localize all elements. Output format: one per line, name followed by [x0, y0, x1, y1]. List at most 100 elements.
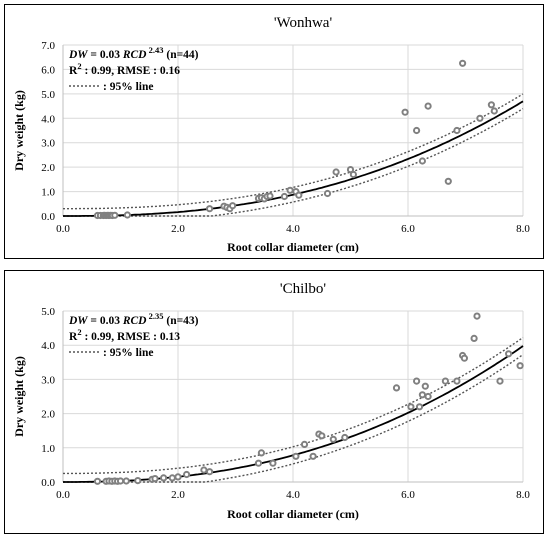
chart-0-ytick-label: 4.0	[41, 113, 55, 125]
chart-1-data-point	[516, 362, 524, 370]
chart-0-data-point	[346, 166, 355, 174]
chart-0-data-point	[286, 186, 294, 194]
chart-1-ytick-label: 5.0	[41, 306, 55, 318]
chart-1-data-point	[183, 470, 191, 479]
chart-wonhwa: 'Wonhwa' 0.0 2.0 4.0 6.0 8.0 0.0 1.0 2.0 3.0 4.0 5.…	[12, 15, 530, 254]
chart-0-data-point	[490, 107, 498, 115]
chart-0-ytick-label: 7.0	[41, 40, 55, 52]
chart-1-data-point	[257, 449, 265, 457]
chart-1-data-point	[318, 432, 326, 440]
chart-0-data-point	[453, 126, 461, 135]
chart-1-data-point	[418, 391, 426, 399]
chart-1-data-point	[309, 452, 317, 460]
chart-0-eq-rcd: RCD	[122, 49, 147, 61]
chart-1-legend-equation: DW = 0.03 RCD 2.35 (n=43)	[68, 311, 199, 327]
chart-1-xtick-label: 0.0	[56, 489, 70, 501]
chart-0-r2-label: R	[69, 65, 78, 77]
chart-panel-wonhwa: 'Wonhwa' 0.0 2.0 4.0 6.0 8.0 0.0 1.0 2.0 3.0 4.0 5.…	[4, 4, 544, 259]
chart-1-eq-exp: 2.35	[147, 311, 164, 321]
chart-0-data-point	[413, 126, 421, 135]
chart-1-y-label: Dry weight (kg)	[12, 356, 26, 437]
chart-1-r2-rest: : 0.99, RMSE : 0.13	[82, 331, 181, 343]
chart-1-ytick-label: 2.0	[41, 409, 55, 421]
chart-0-data-point	[295, 191, 303, 199]
chart-1-eq-rcd: RCD	[122, 315, 147, 327]
chart-chilbo: 'Chilbo' 0.0 2.0 4.0 6.0 8.0 0.0 1.0 2.0 3.0 4.0 5.…	[12, 281, 530, 521]
chart-0-data-point	[401, 108, 409, 116]
chart-0-x-label: Root collar diameter (cm)	[227, 240, 359, 254]
chart-0-ytick-label: 2.0	[41, 162, 55, 174]
chart-1-data-point	[424, 392, 432, 401]
chart-1-eq-dw: DW	[68, 315, 88, 327]
chart-1-xtick-label: 2.0	[171, 489, 185, 501]
chart-0-legend-equation: DW = 0.03 RCD 2.43 (n=44)	[68, 45, 199, 61]
chart-1-legend-band-label: : 95% line	[103, 347, 153, 359]
chart-0-eq-mid: = 0.03	[88, 49, 123, 61]
chart-1-ytick-label: 3.0	[41, 374, 55, 386]
chart-0-ytick-label: 5.0	[41, 89, 55, 101]
chart-1-data-point	[292, 452, 300, 460]
chart-0-legend-r2: R2 : 0.99, RMSE : 0.16	[69, 61, 180, 77]
chart-0-data-point	[111, 211, 119, 219]
chart-1-ytick-label: 1.0	[41, 443, 55, 455]
chart-1-upper-95-line	[63, 336, 524, 475]
chart-0-eq-exp: 2.43	[147, 45, 164, 55]
chart-1-data-point	[93, 477, 102, 485]
chart-1-ytick-label: 0.0	[41, 477, 55, 489]
chart-0-ytick-label: 0.0	[41, 211, 55, 223]
chart-1-data-point	[392, 384, 401, 392]
chart-0-data-point	[206, 205, 214, 213]
chart-1-xtick-label: 4.0	[286, 489, 300, 501]
chart-1-data-point	[168, 474, 176, 482]
chart-1-data-point	[116, 477, 125, 485]
chart-1-title: 'Chilbo'	[280, 281, 327, 297]
chart-0-data-point	[424, 102, 432, 110]
chart-0-data-point	[444, 177, 452, 185]
chart-1-ytick-label: 4.0	[41, 340, 55, 352]
chart-1-xtick-label: 6.0	[401, 489, 415, 501]
chart-0-upper-95-line	[63, 93, 524, 210]
chart-1-data-point	[269, 459, 277, 467]
chart-1-data-point	[254, 459, 263, 467]
chart-1-eq-mid: = 0.03	[88, 315, 123, 327]
chart-1-data-point	[415, 403, 424, 411]
chart-0-xtick-label: 4.0	[286, 223, 300, 235]
chart-0-data-point	[323, 189, 332, 198]
chart-1-data-point	[407, 403, 415, 411]
chart-1-data-point	[496, 377, 504, 385]
chart-panel-chilbo: 'Chilbo' 0.0 2.0 4.0 6.0 8.0 0.0 1.0 2.0 3.0 4.0 5.…	[4, 270, 544, 534]
chart-1-data-point	[200, 466, 208, 474]
chart-0-eq-dw: DW	[68, 49, 88, 61]
chart-1-data-point	[473, 312, 481, 320]
chart-1-x-label: Root collar diameter (cm)	[227, 507, 359, 521]
chart-1-data-point	[174, 473, 182, 481]
chart-1-data-point	[206, 468, 214, 476]
chart-0-data-point	[487, 101, 495, 109]
chart-1-data-point	[460, 354, 468, 362]
chart-0-r2-sup: 2	[77, 61, 81, 71]
chart-1-data-point	[413, 377, 421, 385]
chart-1-data-point	[341, 433, 349, 442]
chart-0-data-point	[123, 211, 132, 219]
chart-1-data-point	[470, 334, 478, 343]
chart-0-data-point	[332, 168, 340, 176]
chart-0-fit-line	[63, 100, 524, 217]
chart-1-data-point	[134, 477, 142, 485]
chart-0-data-point	[229, 202, 237, 210]
chart-1-data-point	[441, 377, 449, 385]
chart-0-r2-rest: : 0.99, RMSE : 0.16	[82, 65, 181, 77]
chart-1-data-point	[300, 440, 309, 448]
chart-0-data-point	[349, 170, 357, 179]
chart-1-r2-label: R	[69, 331, 78, 343]
chart-0-xtick-label: 2.0	[171, 223, 185, 235]
chart-0-data-point	[280, 192, 288, 201]
chart-1-r2-sup: 2	[77, 327, 81, 337]
chart-1-data-point	[329, 435, 337, 443]
chart-0-lower-95-line	[63, 108, 524, 217]
chart-0-xtick-label: 0.0	[56, 223, 70, 235]
chart-0-data-point	[476, 114, 484, 122]
chart-0-ytick-label: 6.0	[41, 64, 55, 76]
chart-1-data-point	[151, 475, 159, 483]
chart-0-y-label: Dry weight (kg)	[12, 90, 26, 171]
chart-1-eq-n: (n=43)	[164, 315, 199, 327]
